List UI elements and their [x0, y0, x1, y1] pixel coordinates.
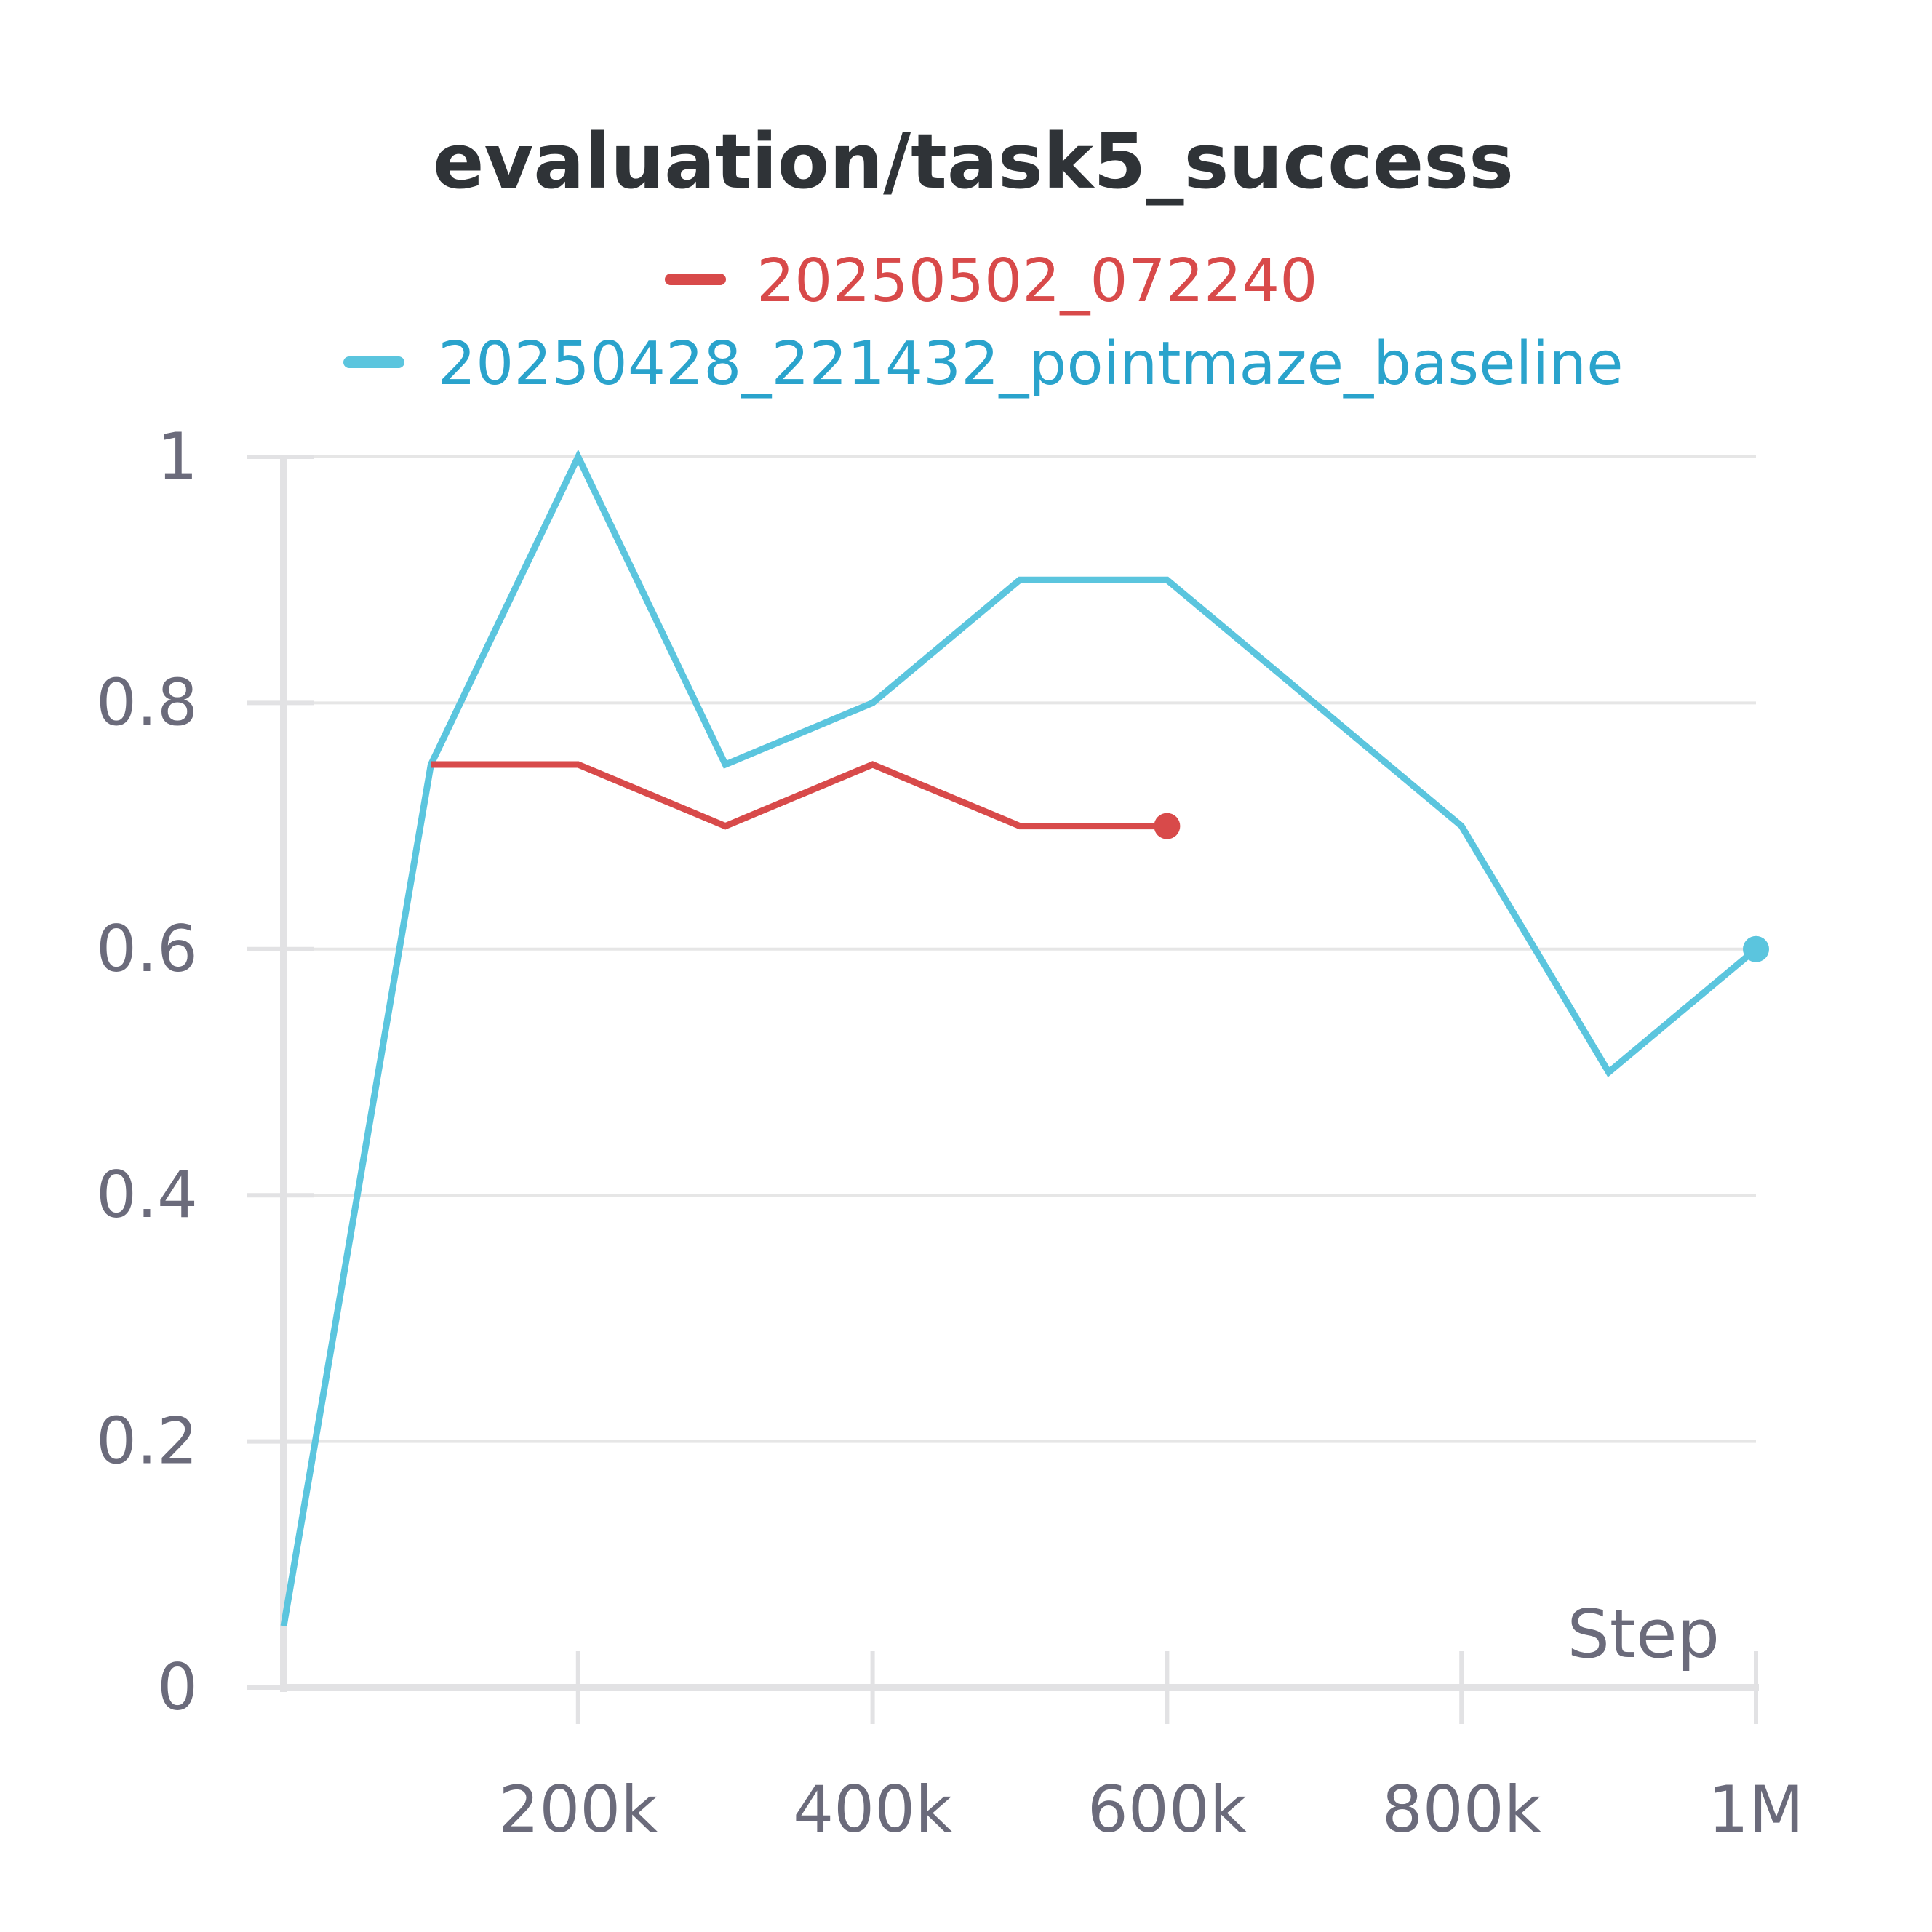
y-tick-label: 0 [157, 1650, 198, 1725]
axes [247, 455, 1759, 1724]
y-tick-label: 0.6 [96, 911, 198, 986]
x-tick-label: 200k [498, 1772, 658, 1847]
x-tick-label: 1M [1708, 1772, 1804, 1847]
y-tick-label: 0.8 [96, 665, 198, 740]
x-tick-label: 600k [1087, 1772, 1247, 1847]
chart-title: evaluation/task5_success [433, 117, 1514, 206]
x-tick-label: 400k [793, 1772, 952, 1847]
legend-label-series-2[interactable]: 20250428_221432_pointmaze_baseline [438, 330, 1624, 399]
tick-labels: 0 0.2 0.4 0.6 0.8 1 200k 400k 600k 800k 1M [96, 419, 1804, 1847]
series-end-point-1[interactable] [1154, 813, 1181, 839]
grid-lines [284, 455, 1756, 1443]
y-tick-label: 0.4 [96, 1157, 198, 1232]
series-line-2[interactable] [280, 449, 1758, 1627]
y-tick-label: 1 [157, 419, 198, 494]
series-lines [280, 449, 1769, 1627]
y-tick-label: 0.2 [96, 1404, 198, 1479]
x-tick-label: 800k [1382, 1772, 1541, 1847]
x-axis-label: Step [1568, 1595, 1720, 1673]
legend-label-series-1[interactable]: 20250502_072240 [757, 247, 1317, 316]
series-end-point-2[interactable] [1743, 935, 1769, 962]
series-line-1[interactable] [431, 761, 1167, 830]
legend: 20250502_072240 20250428_221432_pointmaz… [343, 247, 1624, 399]
